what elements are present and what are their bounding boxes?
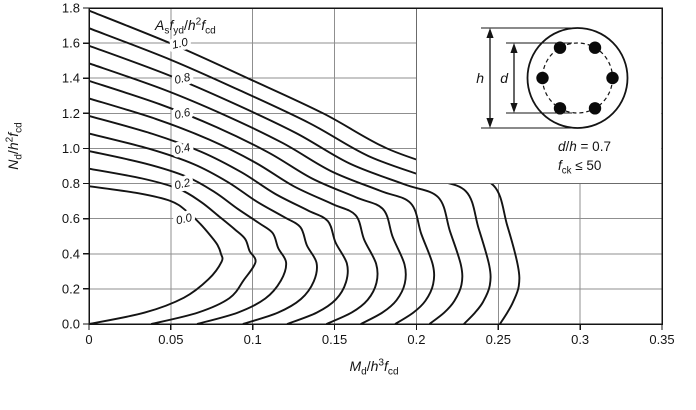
dim-d-label: d bbox=[500, 70, 509, 86]
y-tick-label-0.8: 0.8 bbox=[62, 176, 80, 191]
inset-caption-dh: d/h = 0.7 bbox=[558, 139, 611, 154]
x-tick-label-0.2: 0.2 bbox=[407, 332, 425, 347]
y-tick-label-1.4: 1.4 bbox=[62, 71, 80, 86]
x-tick-label-0.15: 0.15 bbox=[322, 332, 347, 347]
y-tick-label-0.2: 0.2 bbox=[62, 281, 80, 296]
curve-0.1 bbox=[88, 167, 257, 325]
curve-0.6 bbox=[88, 79, 407, 325]
x-axis-ticks: 0 0.05 0.1 0.15 0.2 0.25 0.3 0.35 bbox=[85, 324, 675, 347]
x-axis-title-text: Md/h3fcd bbox=[349, 357, 398, 377]
dim-h-label: h bbox=[476, 70, 484, 86]
y-tick-label-0.0: 0.0 bbox=[62, 317, 80, 332]
y-axis-ticks: 0.0 0.2 0.4 0.6 0.8 1.0 1.2 1.4 1.6 1.8 bbox=[62, 1, 89, 332]
y-axis-title: Nd/h2fcd bbox=[4, 122, 24, 170]
y-tick-label-1.0: 1.0 bbox=[62, 141, 80, 156]
curve-0.9 bbox=[88, 27, 492, 325]
x-tick-label-0.3: 0.3 bbox=[571, 332, 589, 347]
curve-0.4 bbox=[88, 115, 349, 325]
interaction-curves bbox=[88, 9, 521, 325]
rebar-dot bbox=[536, 71, 549, 85]
dim-d-arrowhead-bottom bbox=[510, 103, 518, 113]
x-tick-label-0.35: 0.35 bbox=[649, 332, 674, 347]
curve-0.0 bbox=[88, 185, 224, 325]
inset-caption-fck: fck ≤ 50 bbox=[558, 158, 601, 177]
section-outline-circle bbox=[526, 27, 629, 129]
dim-h-arrowhead-bottom bbox=[486, 118, 494, 128]
curve-0.7 bbox=[88, 62, 436, 325]
inset-background bbox=[416, 9, 662, 184]
x-tick-label-0.25: 0.25 bbox=[486, 332, 511, 347]
plot-border-rect bbox=[88, 7, 663, 325]
y-axis-title-text: Nd/h2fcd bbox=[4, 122, 24, 170]
family-label-text: Asfyd/h2fcd bbox=[154, 16, 216, 36]
x-axis-title: Md/h3fcd bbox=[349, 357, 398, 377]
dim-d-arrowhead-top bbox=[510, 43, 518, 53]
plot-border bbox=[88, 7, 663, 325]
curve-0.2 bbox=[88, 150, 288, 325]
family-label: Asfyd/h2fcd bbox=[154, 16, 216, 36]
rebar-dot bbox=[606, 71, 619, 85]
rebar-dot bbox=[553, 102, 567, 115]
rebar-dot bbox=[588, 102, 602, 115]
y-tick-label-0.4: 0.4 bbox=[62, 246, 80, 261]
rebar-dot bbox=[553, 41, 567, 54]
x-tick-label-0.1: 0.1 bbox=[244, 332, 262, 347]
curve-0.3 bbox=[88, 132, 318, 325]
y-tick-label-0.6: 0.6 bbox=[62, 211, 80, 226]
y-tick-label-1.6: 1.6 bbox=[62, 36, 80, 51]
x-tick-label-0.05: 0.05 bbox=[158, 332, 183, 347]
inset-panel: h d d/h = 0.7 fck ≤ 50 bbox=[415, 9, 662, 185]
curve-0.5 bbox=[88, 97, 379, 325]
rebar-dot bbox=[588, 41, 602, 54]
x-tick-label-0: 0 bbox=[85, 332, 92, 347]
dim-h-arrowhead-top bbox=[486, 28, 494, 38]
y-tick-label-1.2: 1.2 bbox=[62, 106, 80, 121]
y-tick-label-1.8: 1.8 bbox=[62, 1, 80, 16]
curve-0.8 bbox=[88, 44, 464, 325]
